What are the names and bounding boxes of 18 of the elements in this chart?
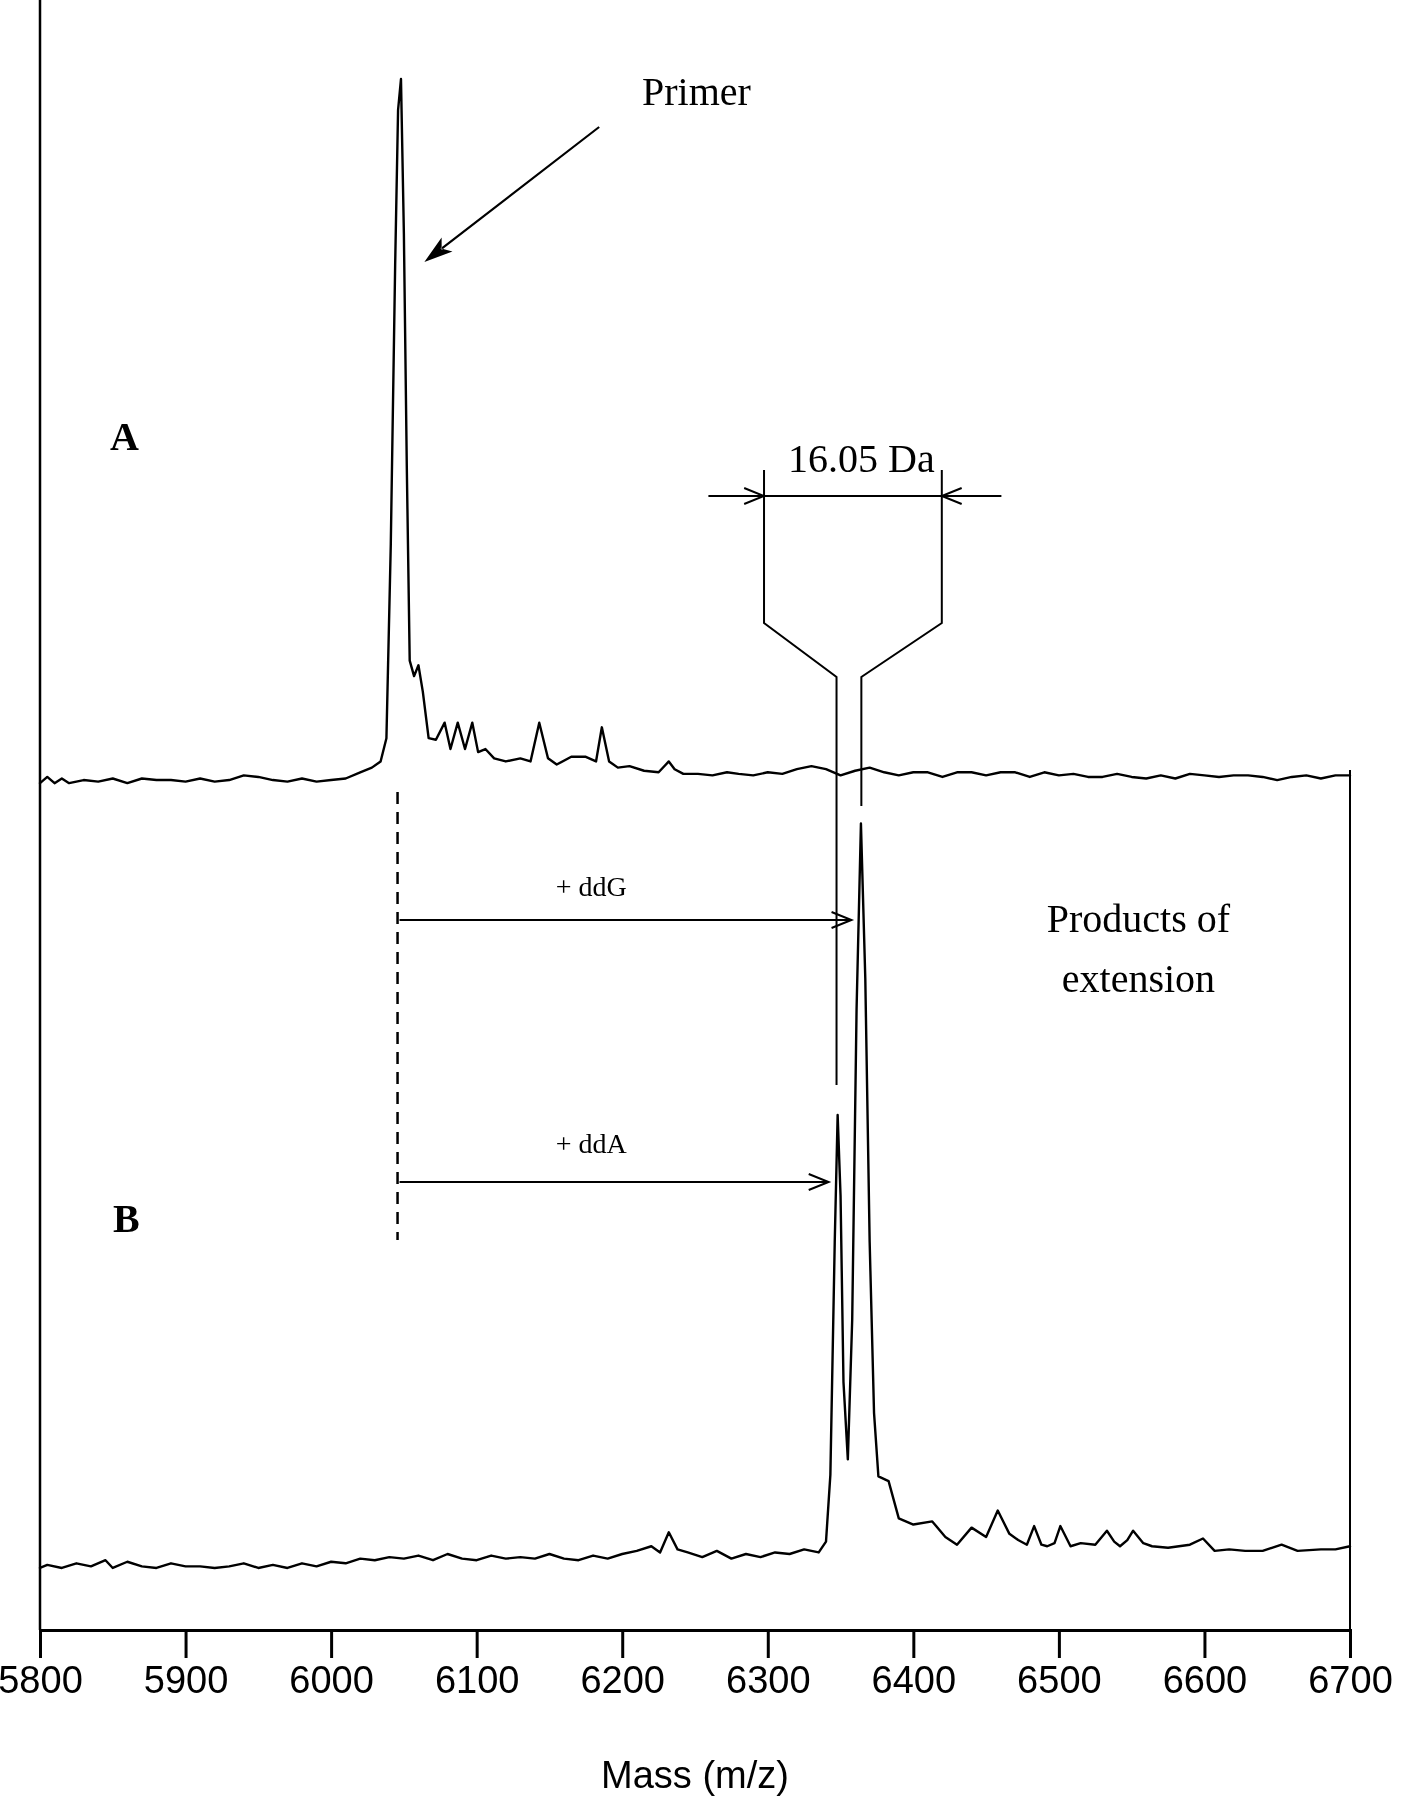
annotation: A <box>109 414 139 459</box>
x-tick-label: 5800 <box>0 1658 83 1701</box>
x-tick-label: 6200 <box>580 1658 665 1701</box>
annotation: Primer <box>642 69 751 114</box>
annotation: Products of extension <box>1046 896 1231 1001</box>
annotation: + ddA <box>555 1128 628 1159</box>
x-tick-label: 6400 <box>871 1658 957 1701</box>
annotation: 16.05 Da <box>788 436 935 481</box>
annotation: B <box>113 1196 140 1241</box>
x-tick-label: 6700 <box>1308 1658 1393 1701</box>
x-tick-label: 6100 <box>434 1658 520 1701</box>
x-tick-label: 5900 <box>143 1658 229 1701</box>
annotation: + ddG <box>555 871 627 902</box>
x-tick-label: 6300 <box>726 1658 811 1701</box>
x-tick-label: 6600 <box>1162 1658 1248 1701</box>
x-axis-title: Mass (m/z) <box>601 1754 789 1796</box>
x-tick-label: 6500 <box>1017 1658 1102 1701</box>
x-tick-label: 6000 <box>289 1658 374 1701</box>
